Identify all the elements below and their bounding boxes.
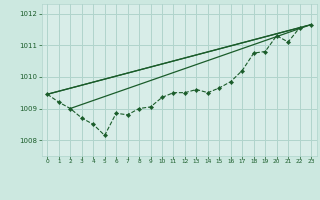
Text: Graphe pression niveau de la mer (hPa): Graphe pression niveau de la mer (hPa) — [58, 184, 262, 193]
